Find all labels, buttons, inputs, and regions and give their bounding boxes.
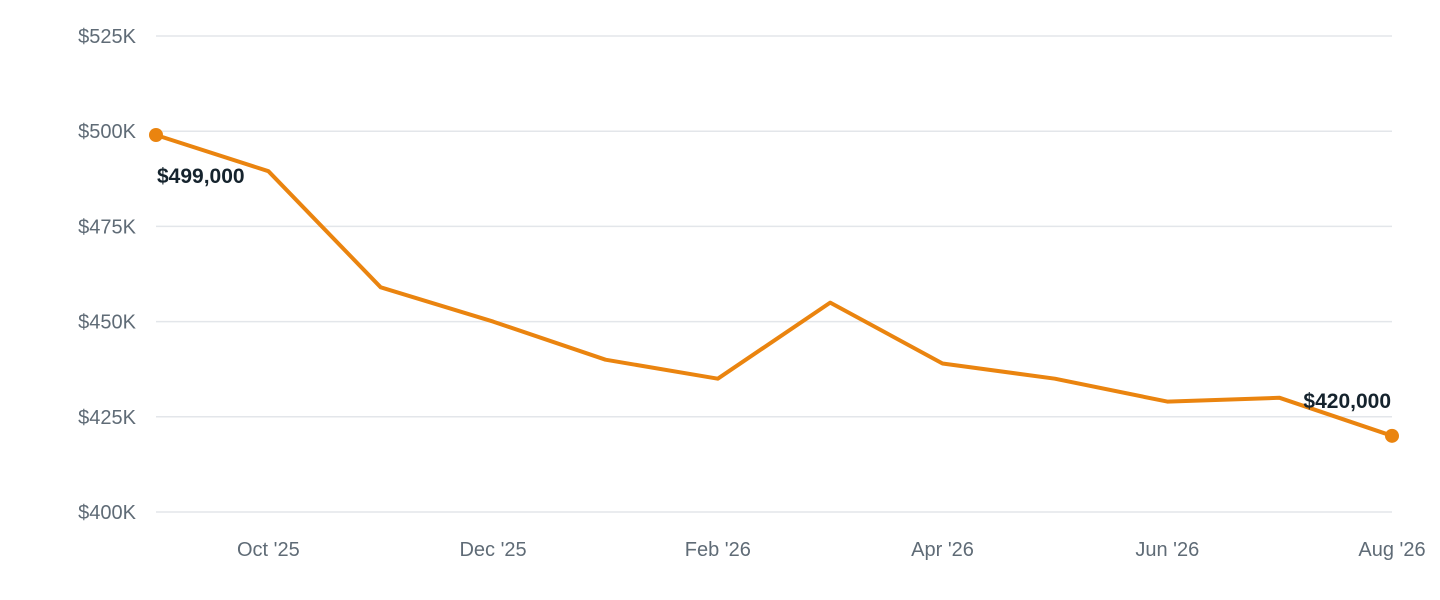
x-tick-label: Jun '26 — [1135, 539, 1199, 561]
endpoint-marker[interactable] — [149, 128, 163, 143]
x-tick-label: Apr '26 — [911, 539, 974, 561]
y-tick-label: $400K — [78, 502, 136, 524]
x-tick-label: Feb '26 — [685, 539, 751, 561]
y-tick-label: $475K — [78, 216, 136, 238]
y-tick-label: $500K — [78, 121, 136, 143]
grid-lines — [156, 35, 1392, 513]
x-axis-labels: Oct '25 Dec '25 Feb '26 Apr '26 Jun '26 Aug '… — [237, 539, 1426, 561]
value-annotation: $420,000 — [1303, 390, 1391, 413]
value-annotation: $499,000 — [157, 165, 245, 188]
endpoint-marker[interactable] — [1385, 428, 1399, 443]
x-tick-label: Aug '26 — [1358, 539, 1425, 561]
y-tick-label: $525K — [78, 26, 136, 48]
x-tick-label: Dec '25 — [459, 539, 526, 561]
x-tick-label: Oct '25 — [237, 539, 300, 561]
annotation-group: $499,000 $420,000 — [157, 165, 1391, 413]
y-tick-label: $450K — [78, 312, 136, 334]
price-series-line — [154, 133, 1394, 438]
y-axis-labels: $400K $425K $450K $475K $500K $525K — [78, 26, 136, 524]
series-group — [149, 128, 1399, 443]
y-tick-label: $425K — [78, 407, 136, 429]
